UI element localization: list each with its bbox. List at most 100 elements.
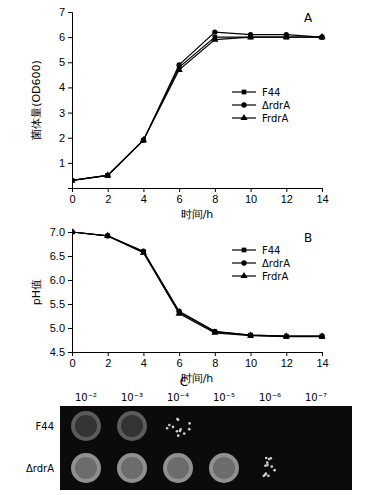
y-tick-label: 1 bbox=[59, 157, 65, 169]
x-tick-mark bbox=[108, 352, 109, 356]
x-tick-mark bbox=[286, 352, 287, 356]
series-marker bbox=[283, 333, 290, 339]
legend-label: FrdrA bbox=[262, 271, 288, 282]
chart-0: 024681012141234567时间/h菌体量(OD600)AF44Δrdr… bbox=[30, 6, 329, 221]
y-tick-label: 4.5 bbox=[50, 346, 65, 358]
y-tick-label: 6.5 bbox=[50, 250, 65, 262]
legend: F44ΔrdrAFrdrA bbox=[232, 245, 290, 282]
x-axis-title: 时间/h bbox=[181, 208, 214, 221]
colony bbox=[177, 419, 180, 422]
y-axis-line bbox=[68, 13, 73, 189]
strain-label: ΔrdrA bbox=[26, 463, 54, 474]
legend: F44ΔrdrAFrdrA bbox=[232, 87, 290, 124]
legend-label: FrdrA bbox=[262, 113, 288, 124]
spot bbox=[71, 411, 101, 441]
spot-center bbox=[75, 457, 97, 479]
series-marker bbox=[319, 334, 324, 339]
y-tick-mark bbox=[68, 163, 72, 164]
x-tick-mark bbox=[179, 188, 180, 192]
x-axis: 02468101214 bbox=[69, 188, 328, 205]
x-tick: 8 bbox=[212, 188, 218, 205]
y-tick: 2 bbox=[59, 132, 72, 144]
x-tick-label: 6 bbox=[177, 357, 183, 369]
colony bbox=[265, 472, 268, 475]
spot-assay: C10⁻²10⁻³10⁻⁴10⁻⁵10⁻⁶10⁻⁷F44ΔrdrA bbox=[26, 375, 352, 490]
y-tick: 5.5 bbox=[50, 298, 72, 310]
colony bbox=[270, 457, 273, 460]
colony bbox=[179, 428, 182, 431]
y-tick-label: 6.0 bbox=[50, 274, 65, 286]
x-tick: 6 bbox=[177, 188, 183, 205]
y-axis-title: pH值 bbox=[30, 279, 43, 305]
x-tick-label: 0 bbox=[69, 193, 75, 205]
colony bbox=[188, 422, 191, 425]
spot-center bbox=[121, 415, 143, 437]
x-tick: 8 bbox=[212, 352, 218, 369]
y-tick: 1 bbox=[59, 157, 72, 169]
x-tick: 2 bbox=[105, 188, 111, 205]
x-tick: 12 bbox=[281, 188, 293, 205]
y-axis: 1234567 bbox=[59, 6, 73, 188]
spot bbox=[71, 453, 101, 483]
colony bbox=[166, 427, 169, 430]
chart-1: 024681012144.55.05.56.06.57.0时间/hpH值BF44… bbox=[30, 226, 329, 385]
y-tick-mark bbox=[68, 304, 72, 305]
x-tick-mark bbox=[215, 188, 216, 192]
strain-label: F44 bbox=[36, 421, 54, 432]
x-tick-label: 0 bbox=[69, 357, 75, 369]
series-marker bbox=[140, 136, 147, 142]
y-tick-label: 5.0 bbox=[50, 322, 65, 334]
series-marker bbox=[211, 36, 218, 42]
spot bbox=[163, 453, 193, 483]
x-tick-mark bbox=[215, 352, 216, 356]
colony bbox=[177, 434, 180, 437]
y-tick-label: 3 bbox=[59, 107, 65, 119]
series-marker bbox=[176, 309, 183, 315]
x-tick: 14 bbox=[316, 352, 328, 369]
x-tick-mark bbox=[286, 188, 287, 192]
y-tick: 5 bbox=[59, 56, 72, 68]
x-tick: 2 bbox=[105, 352, 111, 369]
series-line bbox=[72, 37, 322, 180]
legend-marker bbox=[240, 272, 247, 278]
colony bbox=[176, 418, 179, 421]
x-tick: 10 bbox=[245, 352, 257, 369]
colony bbox=[176, 430, 179, 433]
y-tick-label: 7 bbox=[59, 6, 65, 18]
x-tick: 0 bbox=[69, 352, 75, 369]
dilution-label: 10⁻⁷ bbox=[305, 392, 327, 403]
x-tick-label: 14 bbox=[316, 357, 328, 369]
colony bbox=[188, 428, 191, 431]
spot bbox=[117, 453, 147, 483]
colony bbox=[183, 432, 186, 435]
x-tick-label: 8 bbox=[212, 357, 218, 369]
x-tick-label: 2 bbox=[105, 357, 111, 369]
series-line bbox=[72, 232, 322, 337]
spot-center bbox=[167, 457, 189, 479]
y-tick-label: 2 bbox=[59, 132, 65, 144]
series-line bbox=[72, 32, 322, 180]
colony bbox=[264, 473, 267, 476]
spot-center bbox=[213, 457, 235, 479]
series-marker bbox=[176, 66, 183, 72]
figure: 024681012141234567时间/h菌体量(OD600)AF44Δrdr… bbox=[0, 0, 369, 495]
y-tick-mark bbox=[68, 280, 72, 281]
series-marker bbox=[247, 332, 254, 338]
x-axis-line bbox=[73, 189, 323, 193]
x-axis-line bbox=[73, 353, 323, 357]
x-tick-label: 12 bbox=[281, 357, 293, 369]
y-tick-mark bbox=[68, 232, 72, 233]
series-marker bbox=[72, 228, 76, 234]
x-tick-mark bbox=[322, 352, 323, 356]
y-tick: 7.0 bbox=[50, 226, 72, 238]
dilution-label: 10⁻⁴ bbox=[167, 392, 189, 403]
y-tick-label: 4 bbox=[59, 81, 65, 93]
y-tick-mark bbox=[68, 138, 72, 139]
legend-label: F44 bbox=[262, 87, 280, 98]
legend-label: F44 bbox=[262, 245, 280, 256]
x-tick-mark bbox=[143, 188, 144, 192]
series-marker bbox=[248, 333, 253, 338]
spot bbox=[209, 453, 239, 483]
colony bbox=[266, 461, 269, 464]
x-tick: 4 bbox=[141, 352, 147, 369]
